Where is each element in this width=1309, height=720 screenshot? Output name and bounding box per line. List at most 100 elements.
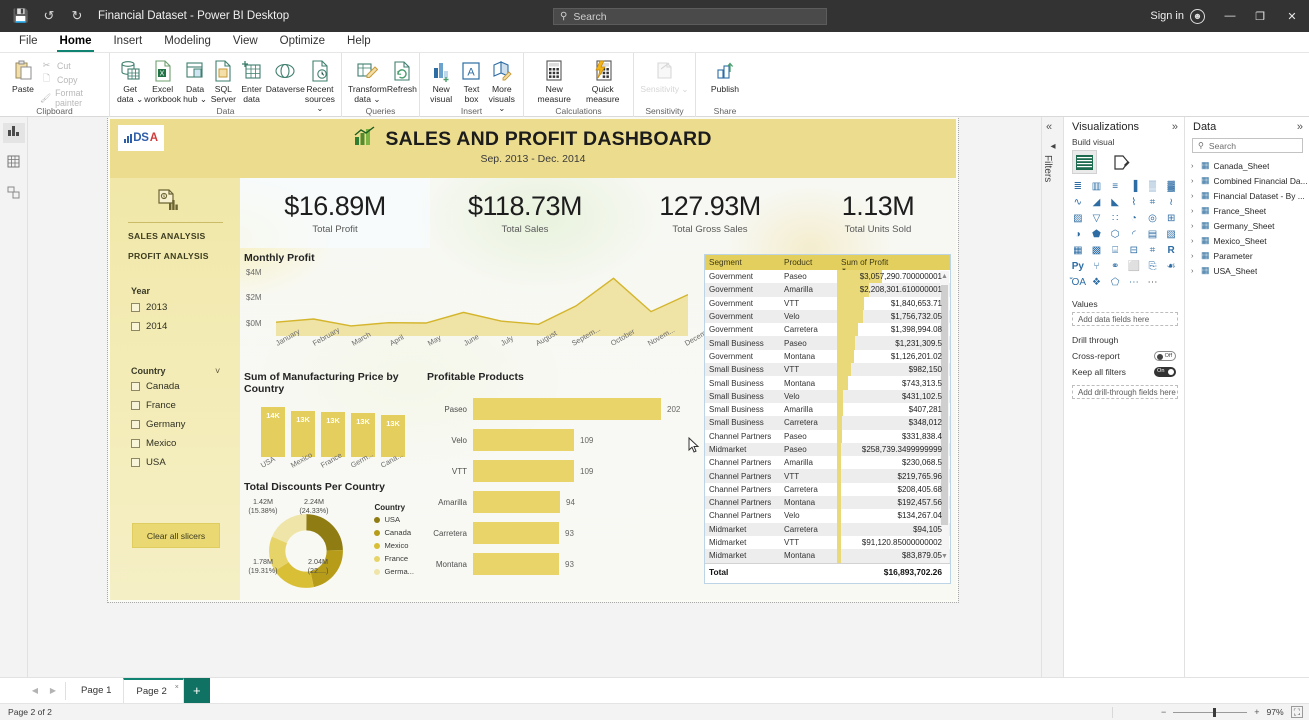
legend-item-mexico[interactable]: Mexico [374, 541, 414, 550]
menu-insert[interactable]: Insert [113, 35, 143, 47]
format-painter-button[interactable]: 🖌 Format painter [40, 88, 103, 108]
slicer-country-usa[interactable]: USA [131, 457, 166, 468]
model-view-button[interactable] [3, 185, 25, 205]
checkbox-germany[interactable] [131, 420, 140, 429]
report-page[interactable]: DS A SALES A [107, 117, 959, 603]
map-icon[interactable]: ◑ [1074, 229, 1081, 240]
bar-germany[interactable]: 13K [351, 413, 375, 457]
pp-bar-vtt[interactable] [473, 460, 574, 482]
sensitivity-button[interactable]: Sensitivity ⌄ [640, 56, 689, 95]
slicer-country-france[interactable]: France [131, 400, 176, 411]
donut-chart-icon[interactable]: ◎ [1148, 213, 1157, 224]
sql-server-button[interactable]: SQL Server [209, 56, 237, 104]
copy-button[interactable]: 🗋 Copy [40, 73, 103, 85]
page-tab-page-2[interactable]: Page 2 × [123, 677, 184, 704]
scroll-up-icon[interactable]: ▲ [941, 273, 948, 280]
table-row[interactable]: Small Business Montana $743,313.5 [705, 376, 950, 390]
kpi-total-gross-sales[interactable]: 127.93M Total Gross Sales [620, 178, 800, 248]
bar-france[interactable]: 13K [321, 412, 345, 457]
table-row[interactable]: Government Velo $1,756,732.05 [705, 309, 950, 324]
table-row[interactable]: Small Business Velo $431,102.5 [705, 389, 950, 403]
table-row[interactable]: Midmarket Carretera $94,105 [705, 522, 950, 536]
chevron-right-icon[interactable]: › [1191, 206, 1194, 215]
data-table-item[interactable]: › ▦ Parameter [1185, 248, 1309, 263]
slicer-country-germany[interactable]: Germany [131, 419, 185, 430]
clustered-bar-chart-icon[interactable]: ≡ [1112, 181, 1119, 192]
kpi-icon[interactable]: ▩ [1091, 245, 1102, 256]
table-row[interactable]: Government Montana $1,126,201.02 [705, 349, 950, 364]
zoom-slider[interactable] [1173, 707, 1248, 717]
shape-map-icon[interactable]: ⬡ [1110, 229, 1120, 240]
more-options-icon[interactable]: ⋯ [1147, 277, 1158, 288]
pp-bar-amarilla[interactable] [473, 491, 560, 513]
checkbox-mexico[interactable] [131, 439, 140, 448]
table-row[interactable]: Midmarket Montana $83,879.05 [705, 549, 950, 563]
manufacturing-price-chart[interactable]: Sum of Manufacturing Price by Country 14… [240, 371, 420, 483]
search-input[interactable]: ⚲ Search [553, 8, 827, 25]
get-data-button[interactable]: Get data ⌄ [116, 56, 144, 104]
chevron-right-icon[interactable]: › [1191, 251, 1194, 260]
sign-in-button[interactable]: Sign in [1150, 10, 1184, 22]
column-header-product[interactable]: Product [784, 258, 813, 267]
column-header-sum-of-profit[interactable]: Sum of Profit ▼ [837, 258, 937, 274]
minimize-button[interactable]: — [1224, 10, 1236, 22]
chevron-right-icon[interactable]: › [1191, 161, 1194, 170]
legend-item-germany[interactable]: Germa... [374, 567, 414, 576]
bar-usa[interactable]: 14K [261, 407, 285, 457]
decomposition-tree-icon[interactable]: ⑂ [1093, 261, 1100, 272]
power-apps-icon[interactable]: ❖ [1092, 277, 1101, 288]
chevron-right-icon[interactable]: › [1191, 266, 1194, 275]
table-row[interactable]: Government Carretera $1,398,994.08 [705, 323, 950, 337]
column-header-segment[interactable]: Segment [709, 258, 742, 267]
data-table-item[interactable]: › ▦ France_Sheet [1185, 203, 1309, 218]
visual-type-grid[interactable]: ≣ ▥ ≡ ▐ ▒ ▓ ∿ ◢ ◣ ⌇ ⌗ ≀ ▨ ▽ ∷ ◔ ◎ ⊞ ◑ ⬟ ⬡ ◜ ▤ ▧ ▦ ▩ ⌸ ⊟ ⌗ R Py ⑂ ⚭ ⬜ ⎘ ☙ ὌA ❖… [1064, 174, 1184, 290]
slicer-country-canada[interactable]: Canada [131, 381, 180, 392]
kpi-total-profit[interactable]: $16.89M Total Profit [240, 178, 430, 248]
slicer-country-mexico[interactable]: Mexico [131, 438, 176, 449]
cross-report-toggle[interactable]: Off [1154, 351, 1176, 361]
redo-icon[interactable]: ↻ [71, 8, 83, 23]
table-row[interactable]: Small Business Paseo $1,231,309.5 [705, 336, 950, 350]
bar-canada[interactable]: 13K [381, 415, 405, 457]
python-script-icon[interactable]: Py [1071, 261, 1084, 272]
legend-item-france[interactable]: France [374, 554, 414, 563]
format-visual-icon[interactable] [1109, 150, 1134, 174]
data-table-item[interactable]: › ▦ Combined Financial Da... [1185, 173, 1309, 188]
chevron-right-icon[interactable]: › [1191, 191, 1194, 200]
table-row[interactable]: Channel Partners Montana $192,457.56 [705, 496, 950, 510]
table-row[interactable]: Midmarket VTT $91,120.85000000002 [705, 535, 950, 550]
smart-narrative-icon[interactable]: ⎘ [1148, 261, 1157, 272]
fit-to-page-icon[interactable]: ⛶ [1290, 706, 1303, 718]
excel-workbook-button[interactable]: X Excel workbook [144, 56, 181, 104]
data-search-input[interactable]: ⚲ Search [1192, 138, 1303, 153]
monthly-profit-chart[interactable]: Monthly Profit $4M $2M $0M January Febru… [240, 252, 717, 364]
line-clustered-column-icon[interactable]: ⌗ [1149, 197, 1156, 208]
total-discounts-donut-chart[interactable]: Total Discounts Per Country 2.24M (24.33… [240, 481, 420, 599]
stacked-column-chart-icon[interactable]: ▥ [1091, 181, 1102, 192]
card-icon[interactable]: ▧ [1166, 229, 1176, 240]
legend-item-canada[interactable]: Canada [374, 528, 414, 537]
quick-measure-button[interactable]: Quick measure [579, 56, 628, 104]
drill-through-dropzone[interactable]: Add drill-through fields here [1072, 385, 1178, 399]
data-table-item[interactable]: › ▦ Financial Dataset - By ... [1185, 188, 1309, 203]
nav-profit-analysis[interactable]: PROFIT ANALYSIS [128, 251, 209, 261]
checkbox-france[interactable] [131, 401, 140, 410]
nav-sales-analysis[interactable]: SALES ANALYSIS [128, 231, 206, 241]
enter-data-button[interactable]: Enter data [237, 56, 265, 104]
qna-icon[interactable]: ⬜ [1127, 261, 1141, 272]
table-row[interactable]: Government Amarilla $2,208,301.610000001 [705, 283, 950, 297]
checkbox-2014[interactable] [131, 322, 140, 331]
new-visual-button[interactable]: New visual [426, 56, 456, 104]
page-tab-page-1[interactable]: Page 1 [81, 685, 112, 696]
pp-row-amarilla[interactable]: Amarilla 94 [423, 490, 695, 514]
azure-map-icon[interactable]: ◜ [1131, 229, 1136, 240]
kpi-total-units-sold[interactable]: 1.13M Total Units Sold [800, 178, 956, 248]
keep-all-filters-toggle[interactable]: On [1154, 367, 1176, 377]
slicer-year-2014[interactable]: 2014 [131, 321, 167, 332]
slicer-year-2013[interactable]: 2013 [131, 302, 167, 313]
values-dropzone[interactable]: Add data fields here [1072, 312, 1178, 326]
publish-button[interactable]: Publish [702, 56, 748, 95]
chevron-right-icon[interactable]: › [1191, 176, 1194, 185]
pp-row-velo[interactable]: Velo 109 [423, 428, 695, 452]
table-row[interactable]: Government VTT $1,840,653.71 [705, 296, 950, 310]
